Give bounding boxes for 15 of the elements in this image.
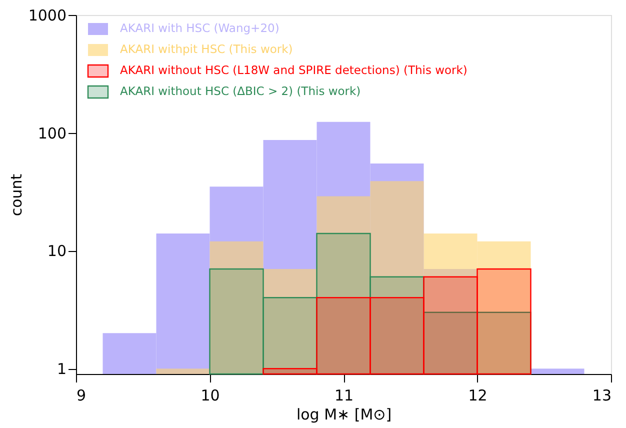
x-tick-label: 9 [76, 386, 86, 404]
legend-label: AKARI withpit HSC (This work) [120, 42, 293, 56]
x-tick-label: 11 [334, 386, 354, 404]
y-tick-label: 1000 [28, 6, 66, 24]
x-tick-label: 10 [200, 386, 220, 404]
legend-label: AKARI without HSC (ΔBIC > 2) (This work) [120, 84, 361, 98]
legend-label: AKARI with HSC (Wang+20) [120, 21, 280, 35]
y-tick-label: 100 [38, 124, 66, 142]
legend-label: AKARI without HSC (L18W and SPIRE detections) (This work) [120, 63, 468, 77]
x-tick-label: 12 [468, 386, 488, 404]
x-axis-title: log M∗ [M⊙] [296, 406, 392, 424]
y-tick-label: 10 [47, 242, 66, 260]
x-tick-label: 13 [592, 386, 612, 404]
y-axis-title: count [7, 174, 26, 216]
y-tick-label: 1 [56, 360, 66, 378]
